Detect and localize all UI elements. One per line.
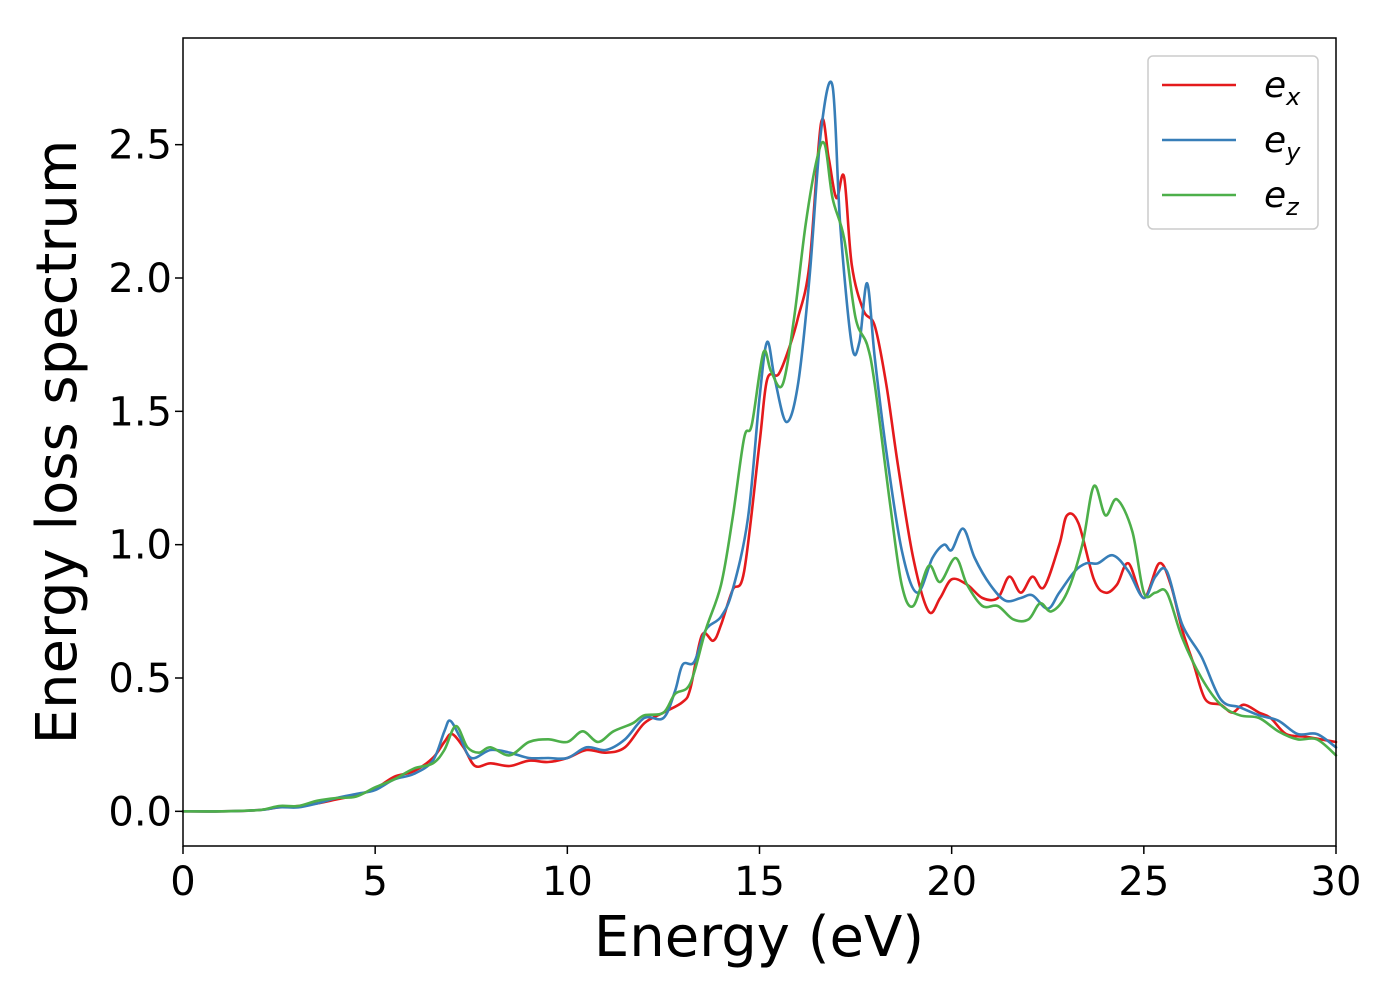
x-axis-label: Energy (eV): [594, 905, 924, 970]
series-line-ez: [181, 140, 1338, 813]
x-tick-label: 30: [1311, 859, 1362, 905]
y-tick-label: 1.0: [108, 523, 172, 569]
y-tick-label: 0.0: [108, 789, 172, 835]
y-axis-label: Energy loss spectrum: [25, 140, 90, 745]
legend: ex ey ez: [1147, 55, 1319, 230]
y-tick-label: 2.0: [108, 256, 172, 302]
x-tick-label: 0: [170, 859, 195, 905]
x-tick-label: 10: [542, 859, 593, 905]
legend-label-ex: ex: [1264, 65, 1301, 111]
y-tick-label: 0.5: [108, 656, 172, 702]
x-tick-label: 20: [926, 859, 977, 905]
x-tick-label: 5: [362, 859, 387, 905]
x-tick-label: 25: [1118, 859, 1169, 905]
legend-label-ey: ey: [1264, 120, 1301, 166]
series-line-ey: [181, 80, 1338, 813]
y-tick-label: 1.5: [108, 389, 172, 435]
legend-label-ez: ez: [1264, 175, 1300, 221]
y-tick-label: 2.5: [108, 123, 172, 169]
y-axis: 0.0 0.5 1.0 1.5 2.0 2.5: [108, 123, 183, 835]
legend-box: [1147, 55, 1319, 230]
x-axis: 0 5 10 15 20 25 30: [170, 846, 1361, 905]
series-layer: [181, 80, 1338, 813]
x-tick-label: 15: [734, 859, 785, 905]
